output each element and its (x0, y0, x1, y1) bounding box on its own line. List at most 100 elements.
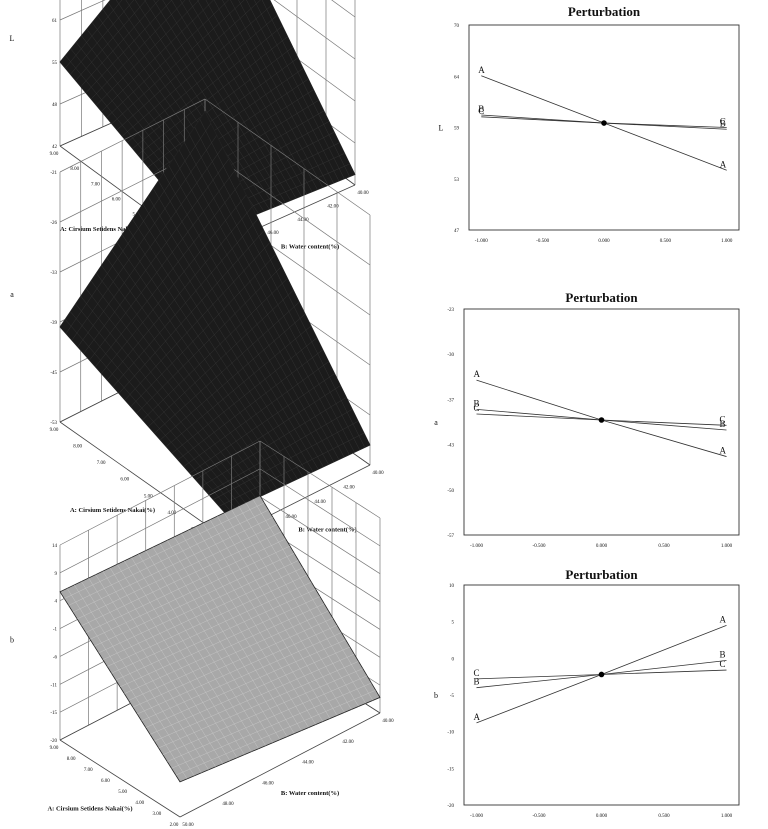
a-tick-label: 4.00 (167, 511, 176, 516)
a-tick-label: 8.00 (70, 167, 79, 172)
mesh-line (194, 126, 360, 450)
b-axis-label: B: Water content(%) (298, 527, 356, 534)
series-label-start-c: C (474, 403, 480, 413)
mesh-line (202, 522, 324, 722)
series-label-start-b: B (478, 104, 484, 114)
surface-mesh (65, 119, 365, 511)
b-tick-label: 40.00 (372, 471, 384, 476)
mesh-line (238, 0, 334, 184)
a-axis-label: A: Cirsium Setidens Nakai(%) (70, 507, 155, 514)
y-tick-label: 53 (454, 178, 460, 183)
y-tick-label: 64 (454, 75, 460, 80)
series-label-start-a: A (474, 712, 481, 722)
series-label-start-a: A (474, 369, 481, 379)
mesh-line (65, 123, 212, 334)
mesh-line (132, 219, 298, 480)
x-tick-label: 0.000 (596, 544, 608, 549)
z-tick-label: -26 (50, 221, 57, 226)
y-tick-label: -5 (450, 694, 455, 699)
y-tick-label: -20 (447, 804, 454, 809)
axis-a-line (59, 421, 226, 539)
mesh-line (180, 0, 297, 199)
mesh-line (137, 211, 303, 477)
chart-title: Perturbation (565, 567, 638, 582)
mesh-line (122, 4, 273, 137)
surface-svg: -53 -45 -39 -33 -26 -21 a 9.00 8.00 7.00 6.00 5.00 4… (10, 98, 384, 549)
series-label-end-a: A (720, 446, 727, 456)
b-tick-label: 42.00 (342, 740, 354, 745)
mesh-line (107, 574, 308, 667)
z-axis-label: b (10, 636, 14, 645)
surface-mesh (64, 498, 376, 779)
z-tick-label: -53 (50, 421, 57, 426)
mesh-line (75, 0, 147, 81)
mesh-line (98, 560, 299, 654)
x-tick-label: 1.000 (721, 239, 733, 244)
mesh-line (64, 502, 265, 599)
series-label-start-a: A (478, 65, 485, 75)
mesh-line (142, 203, 309, 475)
mesh-line (153, 0, 281, 205)
series-label-start-c: C (474, 668, 480, 678)
mesh-line (71, 135, 217, 341)
x-tick-label: -0.500 (536, 239, 549, 244)
wall-gridline (273, 0, 356, 60)
wall-gridline (204, 98, 371, 216)
mesh-line (96, 0, 200, 106)
mesh-line (101, 0, 214, 112)
mesh-line (188, 0, 302, 197)
mesh-line (162, 0, 286, 203)
perturbation-svg: Perturbation L 47 53 59 64 70 -1.000 -0.500 0.000… (439, 4, 740, 244)
surface-plot-a: -53 -45 -39 -33 -26 -21 a 9.00 8.00 7.00 6.00 5.00 4… (0, 98, 384, 552)
mesh-line (106, 0, 229, 118)
mesh-line (89, 545, 291, 640)
mesh-line (70, 0, 135, 75)
axis-b-line (179, 712, 381, 818)
a-tick-label: 8.00 (67, 757, 76, 762)
mesh-line (245, 502, 366, 704)
y-tick-label: -10 (447, 731, 454, 736)
mesh-line (222, 0, 324, 188)
b-tick-label: 46.00 (285, 515, 297, 520)
mesh-line (254, 0, 345, 179)
mesh-line (158, 180, 324, 467)
mesh-line (205, 0, 313, 192)
a-tick-label: 4.00 (135, 801, 144, 806)
a-tick-label: 5.00 (118, 790, 127, 795)
y-tick-label: -43 (447, 444, 454, 449)
mesh-line (184, 142, 350, 455)
a-tick-label: 9.00 (50, 152, 59, 157)
wall-gridline (259, 440, 381, 519)
z-tick-label: -39 (50, 321, 57, 326)
a-tick-label: 3.00 (152, 812, 161, 817)
mesh-line (181, 533, 302, 731)
x-tick-label: 0.000 (598, 239, 610, 244)
mesh-line (171, 0, 291, 201)
x-tick-label: 1.000 (721, 814, 733, 819)
series-label-start-b: B (474, 398, 480, 408)
surface-plot-b: -20 -15 -11 -6 -1 4 9 14 b 9.00 8.00 7.00 6.00 5.00 4.… (0, 440, 394, 829)
series-label-end-c: C (720, 659, 726, 669)
z-tick-label: 9 (55, 572, 58, 577)
mesh-line (72, 517, 273, 613)
x-tick-label: -0.500 (533, 814, 546, 819)
wall-gridline (59, 468, 261, 574)
y-tick-label: 47 (454, 229, 460, 234)
y-tick-label: -23 (447, 308, 454, 313)
chart-title: Perturbation (565, 290, 638, 305)
a-tick-label: 5.00 (144, 494, 153, 499)
a-tick-label: 7.00 (91, 182, 100, 187)
y-axis-label: b (434, 691, 438, 700)
mesh-line (166, 540, 288, 737)
b-tick-label: 48.00 (222, 802, 234, 807)
a-axis-label: A: Cirsium Setidens Nakai(%) (60, 226, 145, 233)
b-tick-label: 44.00 (314, 500, 326, 505)
mesh-line (85, 0, 172, 94)
mesh-line (163, 172, 329, 465)
perturbation-plot-a: Perturbation a -57 -50 -43 -37 -30 -23 -1.000 -0.… (384, 276, 768, 552)
a-tick-label: 6.00 (101, 779, 110, 784)
y-tick-label: 10 (449, 584, 455, 589)
surface-svg: -20 -15 -11 -6 -1 4 9 14 b 9.00 8.00 7.00 6.00 5.00 4.… (10, 440, 394, 828)
y-tick-label: 59 (454, 127, 460, 132)
z-tick-label: 14 (52, 544, 58, 549)
